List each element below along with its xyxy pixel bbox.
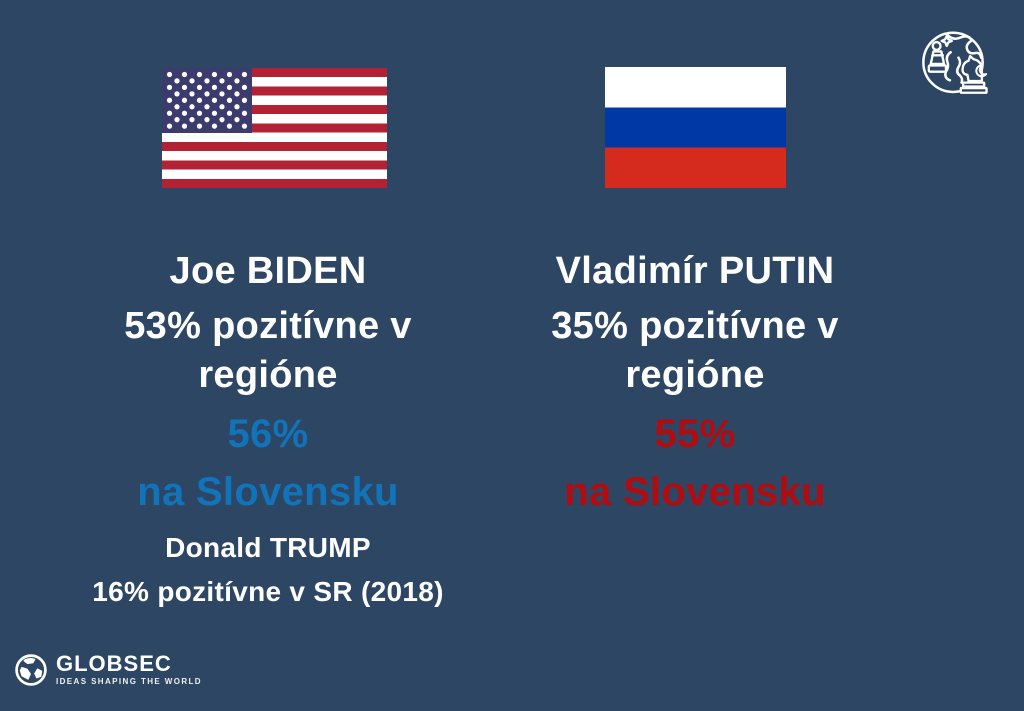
putin-name: Vladimír PUTIN	[555, 250, 835, 292]
globe-continent-west	[944, 50, 952, 82]
russia-flag	[605, 67, 786, 188]
us-flag-star-field	[166, 71, 248, 129]
crescent-moon-icon	[975, 64, 988, 78]
globsec-text-block: GLOBSEC IDEAS SHAPING THE WORLD	[56, 653, 202, 687]
biden-slovakia-percentage: 56%	[227, 412, 309, 456]
star-icon	[940, 34, 953, 48]
biden-region-stat-line2: regióne	[198, 354, 338, 396]
trump-name: Donald TRUMP	[165, 532, 371, 563]
us-flag	[162, 68, 387, 188]
putin-region-stat-line1: 35% pozitívne v	[551, 305, 839, 347]
globsec-logo: GLOBSEC IDEAS SHAPING THE WORLD	[13, 652, 202, 688]
globsec-globe-icon	[15, 654, 47, 686]
globe-chess-icon	[922, 31, 988, 94]
biden-name: Joe BIDEN	[169, 250, 367, 292]
us-flag-canton	[162, 68, 252, 133]
putin-slovakia-percentage: 55%	[654, 412, 736, 456]
trump-stat: 16% pozitívne v SR (2018)	[92, 576, 444, 607]
putin-region-stat-line2: regióne	[625, 354, 765, 396]
putin-slovakia-label: na Slovensku	[564, 470, 826, 514]
globe-continent-south	[955, 56, 964, 84]
globsec-tagline: IDEAS SHAPING THE WORLD	[56, 677, 202, 686]
biden-slovakia-label: na Slovensku	[137, 470, 399, 514]
chess-king-piece	[927, 34, 953, 73]
globe-outline	[922, 31, 984, 94]
biden-region-stat-line1: 53% pozitívne v	[124, 305, 412, 347]
globe-continent-north	[945, 33, 983, 59]
globsec-wordmark: GLOBSEC	[56, 651, 172, 676]
chess-knight-piece	[959, 54, 988, 94]
